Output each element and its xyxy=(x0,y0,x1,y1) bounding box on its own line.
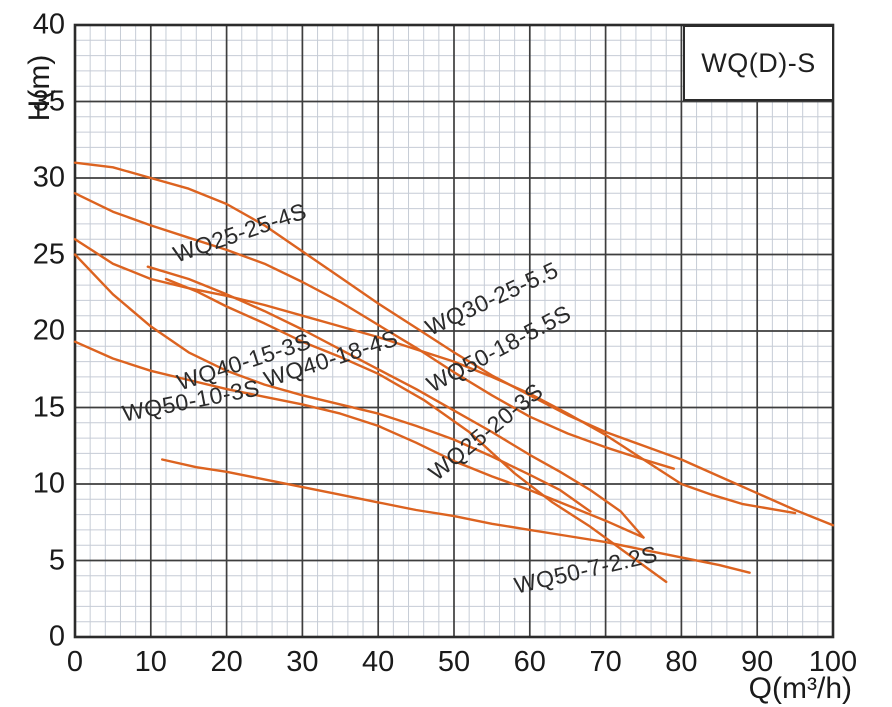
pump-curve-WQ30-25-5.5 xyxy=(73,161,835,527)
series-family-label: WQ(D)-S xyxy=(701,47,816,78)
y-tick-label-40: 40 xyxy=(32,8,65,41)
y-tick-label-30: 30 xyxy=(32,161,65,194)
y-tick-label-5: 5 xyxy=(48,544,65,576)
x-tick-label-80: 80 xyxy=(665,646,698,678)
series-family-box: WQ(D)-S xyxy=(683,25,834,101)
y-tick-label-20: 20 xyxy=(32,314,65,347)
x-axis-title: Q(m³/h) xyxy=(748,672,852,705)
plot-border xyxy=(73,23,835,639)
pump-curve-WQ25-25-4S xyxy=(73,192,675,470)
x-tick-label-0: 0 xyxy=(66,646,84,678)
pump-curve-WQ50-10-3S xyxy=(73,340,645,539)
y-tick-label-0: 0 xyxy=(48,620,65,653)
x-tick-label-20: 20 xyxy=(210,646,243,678)
pump-curve-WQ40-18-4S xyxy=(146,265,645,539)
x-tick-label-60: 60 xyxy=(513,646,546,678)
pump-curve-WQ40-15-3S xyxy=(73,253,592,513)
y-tick-label-15: 15 xyxy=(32,391,65,423)
x-tick-label-90: 90 xyxy=(741,646,774,678)
y-tick-label-10: 10 xyxy=(32,467,65,500)
y-tick-label-25: 25 xyxy=(32,238,65,270)
x-tick-label-70: 70 xyxy=(589,646,622,678)
x-tick-label-30: 30 xyxy=(286,646,319,678)
y-tick-label-35: 35 xyxy=(32,85,65,117)
x-tick-label-40: 40 xyxy=(362,646,395,678)
x-tick-label-100: 100 xyxy=(808,646,858,678)
x-tick-label-50: 50 xyxy=(437,646,471,678)
pump-curve-WQ25-20-3S xyxy=(164,277,668,584)
pump-curve-WQ50-7-2.2S xyxy=(160,458,751,574)
x-tick-label-10: 10 xyxy=(134,646,167,678)
